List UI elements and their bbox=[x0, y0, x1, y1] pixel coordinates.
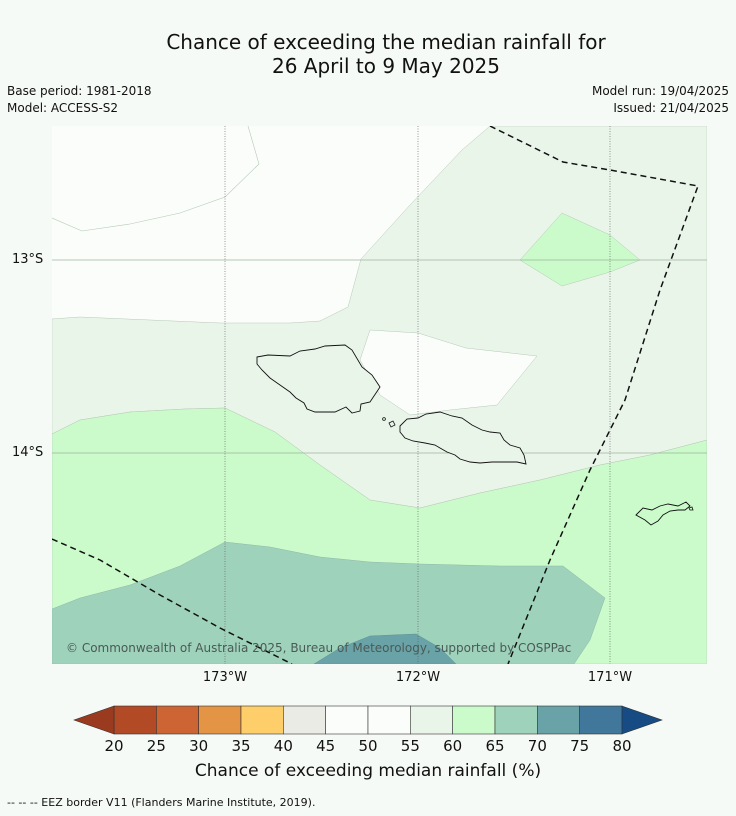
lat-label-13s: 13°S bbox=[12, 252, 44, 267]
island-aunuu bbox=[688, 506, 694, 511]
colorbar-over-arrow bbox=[621, 705, 663, 735]
colorbar-bin-60-65 bbox=[452, 705, 496, 735]
lon-label-173w: 173°W bbox=[202, 670, 248, 685]
island-upolu bbox=[399, 411, 527, 465]
eez-legend-note: -- -- -- EEZ border V11 (Flanders Marine… bbox=[7, 796, 316, 809]
issued-date: Issued: 21/04/2025 bbox=[613, 101, 729, 115]
colorbar-tick-20: 20 bbox=[104, 737, 124, 755]
colorbar-tick-60: 60 bbox=[443, 737, 463, 755]
island-apolima bbox=[382, 417, 386, 421]
colorbar-bin-35-40 bbox=[240, 705, 284, 735]
colorbar bbox=[73, 705, 663, 735]
colorbar-tick-40: 40 bbox=[273, 737, 293, 755]
meta-left: Base period: 1981-2018 Model: ACCESS-S2 bbox=[7, 83, 152, 117]
title-line-1: Chance of exceeding the median rainfall … bbox=[166, 30, 606, 54]
island-manono bbox=[388, 420, 396, 428]
colorbar-bin-30-35 bbox=[198, 705, 242, 735]
map-title: Chance of exceeding the median rainfall … bbox=[0, 30, 736, 78]
contour-line-nw bbox=[52, 126, 260, 232]
colorbar-tick-35: 35 bbox=[231, 737, 251, 755]
colorbar-tick-75: 75 bbox=[570, 737, 590, 755]
colorbar-tick-45: 45 bbox=[316, 737, 336, 755]
colorbar-bin-25-30 bbox=[156, 705, 199, 735]
copyright-credit: © Commonwealth of Australia 2025, Bureau… bbox=[66, 641, 572, 655]
meta-right: Model run: 19/04/2025 Issued: 21/04/2025 bbox=[592, 83, 729, 117]
island-tutuila bbox=[635, 501, 691, 526]
colorbar-bin-45-50 bbox=[325, 705, 369, 735]
colorbar-under-arrow bbox=[73, 705, 115, 735]
colorbar-tick-25: 25 bbox=[146, 737, 166, 755]
colorbar-tick-80: 80 bbox=[612, 737, 632, 755]
title-line-2: 26 April to 9 May 2025 bbox=[272, 54, 500, 78]
colorbar-bin-75-80 bbox=[579, 705, 623, 735]
colorbar-bin-40-45 bbox=[283, 705, 326, 735]
region-70-75 bbox=[313, 633, 457, 664]
eez-border-southwest bbox=[52, 538, 293, 664]
colorbar-tick-30: 30 bbox=[189, 737, 209, 755]
colorbar-tick-55: 55 bbox=[400, 737, 420, 755]
model-name: Model: ACCESS-S2 bbox=[7, 101, 119, 115]
colorbar-bin-70-75 bbox=[537, 705, 580, 735]
colorbar-bin-55-60 bbox=[410, 705, 453, 735]
colorbar-bin-65-70 bbox=[494, 705, 538, 735]
colorbar-tick-65: 65 bbox=[485, 737, 505, 755]
colorbar-tick-50: 50 bbox=[358, 737, 378, 755]
lon-label-171w: 171°W bbox=[587, 670, 633, 685]
region-65-70 bbox=[52, 541, 606, 664]
colorbar-bin-50-55 bbox=[367, 705, 411, 735]
model-run: Model run: 19/04/2025 bbox=[591, 84, 729, 98]
colorbar-bin-20-25 bbox=[113, 705, 157, 735]
lat-label-14s: 14°S bbox=[12, 445, 44, 460]
base-period: Base period: 1981-2018 bbox=[7, 84, 152, 98]
colorbar-tick-70: 70 bbox=[527, 737, 547, 755]
lon-label-172w: 172°W bbox=[395, 670, 441, 685]
island-savaii bbox=[256, 344, 381, 414]
colorbar-label: Chance of exceeding median rainfall (%) bbox=[194, 761, 542, 781]
